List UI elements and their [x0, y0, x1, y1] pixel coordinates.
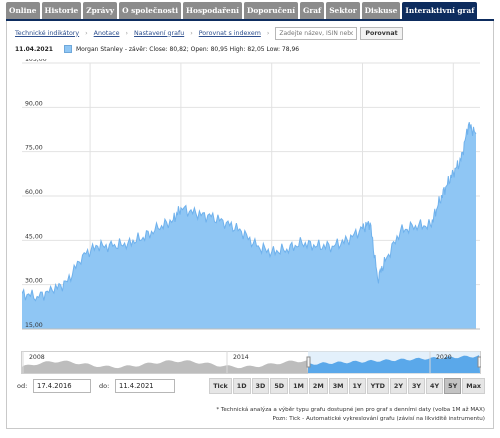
from-date-input[interactable]: 17.4.2016: [33, 379, 91, 393]
legend-swatch: [63, 45, 72, 53]
y-tick-label: 105,00: [25, 59, 47, 63]
from-label: od:: [17, 382, 28, 390]
chevron-right-icon: ›: [266, 29, 270, 37]
chevron-right-icon: ›: [190, 29, 193, 37]
price-area: [22, 122, 476, 329]
tab-diskuse[interactable]: Diskuse: [361, 2, 401, 19]
y-tick-label: 30,00: [25, 278, 43, 285]
tab-underline: [6, 19, 494, 21]
technical-indicators-link[interactable]: Technické indikátory: [15, 29, 80, 37]
range-button-tick[interactable]: Tick: [209, 378, 232, 394]
compare-index-link[interactable]: Porovnat s indexem: [198, 29, 261, 37]
footnotes: * Technická analýza a výběr typu grafu d…: [216, 406, 485, 424]
tab-hospodaření[interactable]: Hospodaření: [183, 2, 242, 19]
to-label: do:: [99, 382, 110, 390]
chevron-right-icon: ›: [125, 29, 129, 37]
y-tick-label: 45,00: [25, 233, 43, 240]
y-tick-label: 60,00: [25, 189, 43, 196]
annotation-link[interactable]: Anotace: [93, 29, 120, 37]
chart-legend: 11.04.2021 Morgan Stanley - závěr: Close…: [15, 45, 299, 53]
range-button-3d[interactable]: 3D: [251, 378, 270, 394]
range-navigator[interactable]: 2008 2014 2020: [21, 351, 481, 382]
y-tick-label: 15,00: [25, 322, 43, 329]
range-button-1y[interactable]: 1Y: [348, 378, 366, 394]
range-button-3m[interactable]: 3M: [328, 378, 348, 394]
chart-toolbar: Technické indikátory › Anotace › Nastave…: [15, 26, 403, 40]
chart-panel: Technické indikátory › Anotace › Nastave…: [6, 21, 494, 429]
range-button-5d[interactable]: 5D: [270, 378, 289, 394]
range-button-2y[interactable]: 2Y: [389, 378, 407, 394]
y-tick-label: 90,00: [25, 100, 43, 107]
range-button-1d[interactable]: 1D: [232, 378, 251, 394]
navigator-year-label: 2008: [29, 354, 45, 361]
tab-o-společnosti[interactable]: O společnosti: [119, 2, 182, 19]
range-button-2m[interactable]: 2M: [308, 378, 328, 394]
navigator-year-label: 2020: [436, 354, 452, 361]
tab-online[interactable]: Online: [6, 2, 40, 19]
tab-sektor[interactable]: Sektor: [326, 2, 360, 19]
price-chart[interactable]: 105,0090,0075,0060,0045,0030,0015,0015,0…: [22, 59, 480, 337]
legend-text: Morgan Stanley - závěr: Close: 80,82; Op…: [75, 45, 300, 53]
tab-doporučení[interactable]: Doporučení: [243, 2, 299, 19]
navigator-history-area: [22, 360, 308, 373]
compare-search-input[interactable]: [275, 26, 358, 40]
tab-zprávy[interactable]: Zprávy: [83, 2, 118, 19]
footnote-technical: * Technická analýza a výběr typu grafu d…: [216, 407, 485, 413]
navigator-year-label: 2014: [233, 354, 249, 361]
chevron-right-icon: ›: [85, 29, 88, 37]
y-tick-label: 75,00: [25, 145, 43, 152]
range-button-1m[interactable]: 1M: [289, 378, 308, 394]
footnote-tick: Pozn: Tick - Automatické vykreslování gr…: [272, 416, 485, 422]
range-button-4y[interactable]: 4Y: [426, 378, 444, 394]
date-range-controls: od: 17.4.2016 do: 11.4.2021 Tick 1D 3D 5D 1M…: [15, 378, 485, 394]
to-date-input[interactable]: 11.4.2021: [115, 379, 175, 393]
navigator-selected-area: [308, 355, 480, 373]
navigator-handle[interactable]: [477, 356, 481, 368]
chart-settings-link[interactable]: Nastavení grafu: [134, 29, 185, 37]
tab-interaktivní-graf[interactable]: Interaktivní graf: [402, 2, 478, 19]
legend-date: 11.04.2021: [15, 45, 53, 53]
tab-bar: Online Historie Zprávy O společnosti Hospoda…: [6, 2, 478, 19]
tab-graf[interactable]: Graf: [300, 2, 325, 19]
navigator-handle[interactable]: [306, 356, 311, 368]
range-button-max[interactable]: Max: [462, 378, 485, 394]
range-button-ytd[interactable]: YTD: [366, 378, 389, 394]
range-button-3y[interactable]: 3Y: [407, 378, 426, 394]
compare-button[interactable]: Porovnat: [360, 26, 403, 40]
range-buttons: Tick 1D 3D 5D 1M 2M 3M 1Y YTD 2Y 3Y 4Y 5Y Max: [209, 378, 485, 394]
tab-historie[interactable]: Historie: [41, 2, 82, 19]
range-button-5y[interactable]: 5Y: [444, 378, 462, 394]
price-line: [22, 122, 477, 302]
